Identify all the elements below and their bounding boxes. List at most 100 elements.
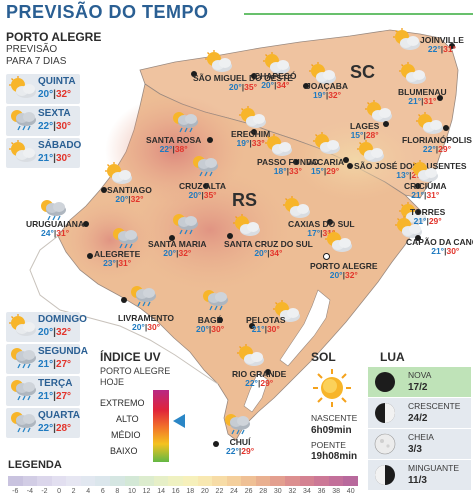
- legend-tick-label: 12: [142, 488, 151, 495]
- temp-separator: |: [440, 44, 444, 54]
- uv-index-subtitle: PORTO ALEGRE HOJE: [100, 366, 170, 388]
- legend-color-cell-14: [212, 476, 227, 486]
- min-temp: 22°: [427, 44, 441, 54]
- temp-separator: |: [172, 144, 175, 154]
- partly-cloudy-icon: [262, 52, 292, 76]
- legend-color-cell-17: [255, 476, 271, 486]
- city-marker-santiago: [101, 187, 107, 193]
- city-name: JOAÇABA: [306, 81, 349, 91]
- max-temp: 32°: [328, 90, 342, 100]
- day-temperatures: 20°|32°: [38, 89, 71, 100]
- city-label-vacaria: VACARIA 15°|29°: [306, 158, 344, 176]
- min-temp: 21°: [431, 246, 445, 256]
- moon-phase-card-1: CRESCENTE 24/2: [368, 398, 471, 428]
- partly-cloudy-icon: [104, 162, 134, 186]
- city-temperatures: 20°|35°: [193, 83, 293, 92]
- temp-separator: |: [444, 246, 447, 256]
- city-temperatures: 21°|31°: [404, 191, 447, 200]
- moon-phase-card-2: CHEIA 3/3: [368, 429, 471, 459]
- city-temperatures: 20°|32°: [107, 195, 152, 204]
- legend-tick-label: 16: [171, 488, 180, 495]
- legend-tick-label: 30: [273, 488, 282, 495]
- partly-cloudy-icon: [364, 100, 394, 124]
- legend-tick-label: 8: [115, 488, 120, 495]
- city-marker-santa-maria: [169, 235, 175, 241]
- max-temp: 30°: [446, 246, 460, 256]
- forecast-panel-heading: PORTO ALEGRE PREVISÃO PARA 7 DIAS: [6, 30, 116, 68]
- max-temp: 29°: [428, 216, 442, 226]
- city-label-santa-maria: SANTA MARIA 20°|32°: [148, 240, 207, 258]
- state-label-sc: SC: [350, 62, 376, 82]
- sun-rain-icon: [200, 288, 230, 312]
- city-temperatures: 19°|33°: [231, 139, 270, 148]
- city-name: ERECHIM: [231, 129, 271, 139]
- city-temperatures: 15°|28°: [350, 131, 379, 140]
- temp-separator: |: [53, 121, 56, 132]
- min-temp: 20°: [329, 270, 343, 280]
- city-name: LIVRAMENTO: [118, 313, 175, 323]
- forecast-subtitle-2: PARA 7 DIAS: [6, 56, 67, 67]
- legend-color-cell-13: [197, 476, 213, 486]
- sun-rain-icon: [190, 154, 220, 178]
- new-moon-icon: [374, 371, 396, 393]
- day-temperatures: 22°|30°: [38, 121, 71, 132]
- temp-separator: |: [238, 446, 242, 456]
- city-label-livramento: LIVRAMENTO 20°|30°: [118, 314, 174, 332]
- max-temp: 35°: [244, 82, 258, 92]
- city-name: URUGUAIANA: [26, 219, 85, 229]
- partly-cloudy-icon: [312, 132, 342, 156]
- legend-tick-label: 14: [157, 488, 166, 495]
- legend-title: LEGENDA: [8, 459, 62, 471]
- lagoa-mirim-shape: [243, 371, 269, 413]
- legend-color-cell-8: [124, 476, 140, 486]
- uv-level-baixo: BAIXO: [110, 446, 138, 456]
- uv-index-day: HOJE: [100, 377, 125, 387]
- city-marker-vacaria: [343, 157, 349, 163]
- partly-cloudy-icon: [264, 134, 294, 158]
- temp-separator: |: [274, 80, 277, 90]
- max-temp: 31°: [56, 228, 70, 238]
- max-temp: 28°: [365, 130, 379, 140]
- city-name: CRICIÚMA: [404, 181, 447, 191]
- city-marker-criciuma: [415, 183, 421, 189]
- temp-separator: |: [363, 130, 366, 140]
- city-label-criciuma: CRICIÚMA 21°|31°: [404, 182, 447, 200]
- moon-phase-date: 11/3: [408, 475, 427, 486]
- city-marker-caxias-do-sul: [327, 219, 333, 225]
- min-temp: 21°: [38, 359, 54, 370]
- city-label-torres: TORRES 21°|29°: [410, 208, 445, 226]
- min-temp: 15°: [310, 166, 324, 176]
- max-temp: 31°: [443, 44, 457, 54]
- max-temp: 35°: [203, 190, 217, 200]
- max-temp: 29°: [438, 144, 451, 154]
- city-name: PELOTAS: [246, 315, 286, 325]
- city-label-passo-fundo: PASSO FUNDO 18°|33°: [257, 158, 319, 176]
- partly-cloudy-icon: [272, 300, 302, 324]
- legend-color-cell-11: [168, 476, 183, 486]
- moon-phase-date: 17/2: [408, 382, 428, 393]
- max-temp: 34°: [269, 248, 283, 258]
- uv-index-city: PORTO ALEGRE: [100, 366, 171, 376]
- temperature-color-scale: [8, 476, 358, 486]
- legend-tick-label: 28: [259, 488, 268, 495]
- sun-rain-icon: [38, 198, 68, 222]
- city-marker-santa-rosa: [207, 137, 213, 143]
- legend-color-cell-6: [95, 476, 111, 486]
- uv-level-extremo: EXTREMO: [100, 398, 145, 408]
- legend-tick-label: 20: [200, 488, 209, 495]
- day-temperatures: 21°|27°: [38, 359, 71, 370]
- city-name: PORTO ALEGRE: [310, 261, 378, 271]
- legend-tick-label: 2: [71, 488, 76, 495]
- uv-level-medio: MÉDIO: [111, 430, 141, 440]
- temp-separator: |: [435, 144, 439, 154]
- city-name: CHUÍ: [229, 437, 251, 447]
- city-marker-torres: [415, 209, 421, 215]
- min-temp: 22°: [226, 446, 239, 456]
- max-temp: 32°: [344, 270, 358, 280]
- city-label-lages: LAGES 15°|28°: [350, 122, 379, 140]
- partly-cloudy-icon: [356, 140, 386, 164]
- temperature-scale-ticks: -6 -4 -2 0 2 4 6 8 10 12 14 16 18 20 22 24 26 28 30 32 34 36 3…: [8, 488, 358, 498]
- page-header: PREVISÃO DO TEMPO: [0, 0, 473, 26]
- max-temp: 30°: [55, 153, 72, 164]
- sunset-label: POENTE: [311, 440, 346, 450]
